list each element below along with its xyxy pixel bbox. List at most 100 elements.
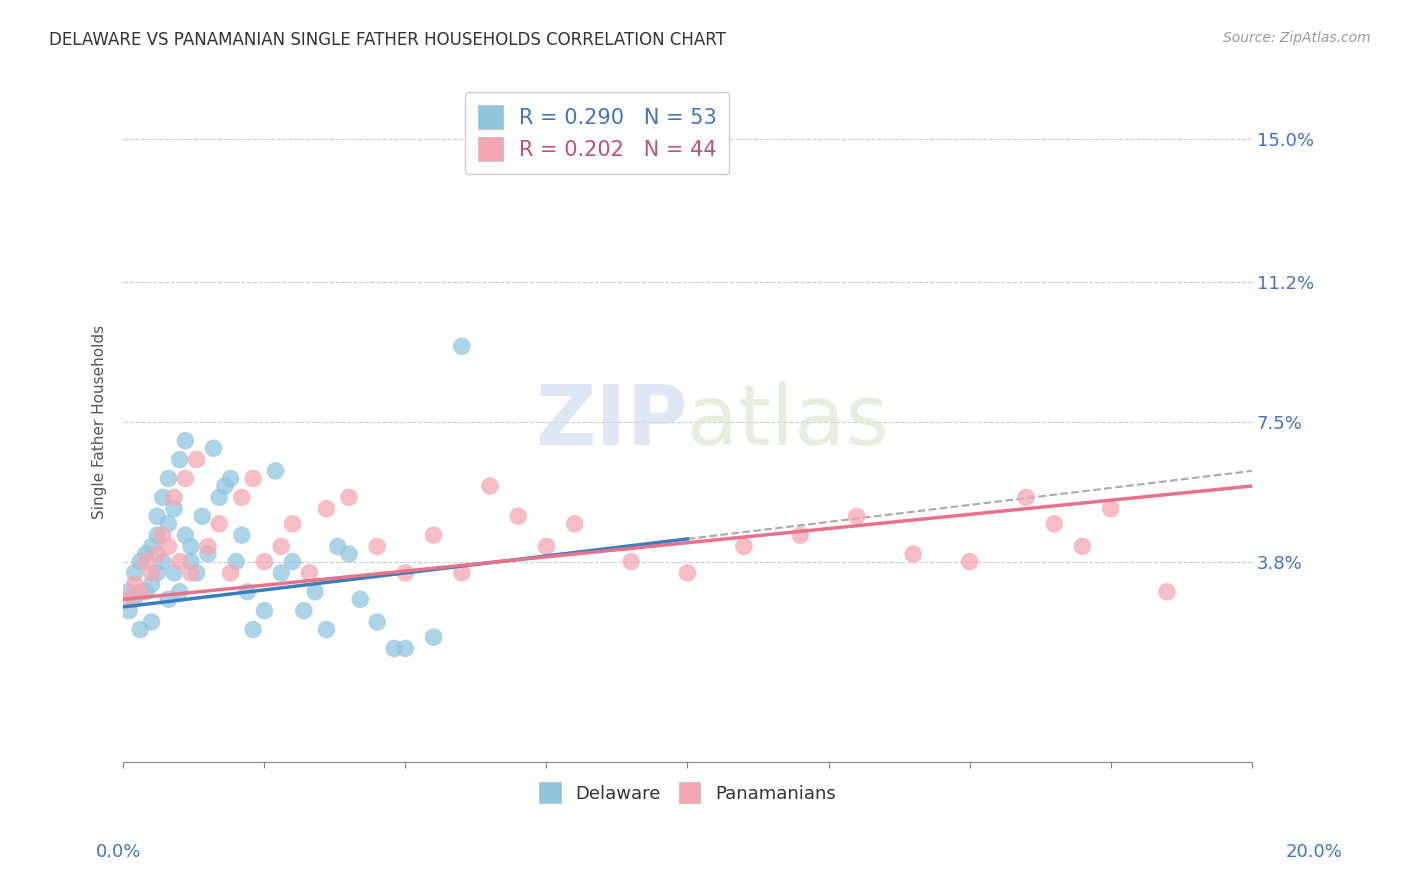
Point: [135, 555, 157, 569]
Point: [157, 592, 180, 607]
Point: [676, 566, 699, 580]
Point: [157, 516, 180, 531]
Point: [163, 491, 186, 505]
Point: [620, 555, 643, 569]
Point: [163, 501, 186, 516]
Point: [422, 630, 444, 644]
Point: [292, 604, 315, 618]
Point: [146, 566, 169, 580]
Point: [219, 566, 242, 580]
Point: [959, 555, 981, 569]
Point: [146, 528, 169, 542]
Point: [208, 516, 231, 531]
Point: [118, 592, 141, 607]
Point: [733, 540, 755, 554]
Point: [304, 584, 326, 599]
Point: [337, 547, 360, 561]
Point: [157, 540, 180, 554]
Point: [141, 577, 163, 591]
Text: 20.0%: 20.0%: [1286, 843, 1343, 861]
Point: [536, 540, 558, 554]
Point: [146, 547, 169, 561]
Point: [1099, 501, 1122, 516]
Point: [135, 584, 157, 599]
Legend: Delaware, Panamanians: Delaware, Panamanians: [529, 772, 846, 814]
Point: [382, 641, 405, 656]
Point: [174, 528, 197, 542]
Point: [208, 491, 231, 505]
Text: atlas: atlas: [688, 382, 889, 462]
Point: [845, 509, 868, 524]
Point: [219, 471, 242, 485]
Point: [180, 555, 202, 569]
Point: [197, 547, 219, 561]
Point: [169, 555, 191, 569]
Point: [152, 528, 174, 542]
Point: [169, 584, 191, 599]
Point: [564, 516, 586, 531]
Point: [1015, 491, 1038, 505]
Point: [270, 540, 292, 554]
Point: [394, 566, 416, 580]
Point: [281, 516, 304, 531]
Point: [174, 434, 197, 448]
Point: [337, 491, 360, 505]
Point: [349, 592, 371, 607]
Point: [129, 623, 152, 637]
Point: [270, 566, 292, 580]
Point: [118, 604, 141, 618]
Point: [180, 566, 202, 580]
Point: [394, 641, 416, 656]
Point: [152, 491, 174, 505]
Point: [124, 577, 146, 591]
Point: [242, 471, 264, 485]
Point: [129, 555, 152, 569]
Text: DELAWARE VS PANAMANIAN SINGLE FATHER HOUSEHOLDS CORRELATION CHART: DELAWARE VS PANAMANIAN SINGLE FATHER HOU…: [49, 31, 725, 49]
Point: [253, 555, 276, 569]
Point: [157, 471, 180, 485]
Point: [129, 584, 152, 599]
Point: [141, 615, 163, 629]
Point: [197, 540, 219, 554]
Point: [315, 501, 337, 516]
Point: [253, 604, 276, 618]
Point: [163, 566, 186, 580]
Point: [186, 566, 208, 580]
Point: [236, 584, 259, 599]
Point: [1071, 540, 1094, 554]
Point: [146, 509, 169, 524]
Point: [366, 615, 388, 629]
Point: [169, 452, 191, 467]
Point: [152, 555, 174, 569]
Point: [508, 509, 530, 524]
Point: [264, 464, 287, 478]
Point: [366, 540, 388, 554]
Point: [479, 479, 502, 493]
Point: [191, 509, 214, 524]
Point: [124, 566, 146, 580]
Point: [231, 528, 253, 542]
Point: [202, 442, 225, 456]
Text: Source: ZipAtlas.com: Source: ZipAtlas.com: [1223, 31, 1371, 45]
Point: [789, 528, 811, 542]
Y-axis label: Single Father Households: Single Father Households: [93, 325, 107, 519]
Point: [231, 491, 253, 505]
Point: [450, 566, 472, 580]
Point: [298, 566, 321, 580]
Point: [1156, 584, 1178, 599]
Point: [141, 540, 163, 554]
Point: [450, 339, 472, 353]
Point: [242, 623, 264, 637]
Point: [281, 555, 304, 569]
Point: [135, 547, 157, 561]
Point: [326, 540, 349, 554]
Point: [315, 623, 337, 637]
Point: [214, 479, 236, 493]
Point: [1043, 516, 1066, 531]
Point: [225, 555, 247, 569]
Point: [901, 547, 924, 561]
Point: [124, 592, 146, 607]
Point: [118, 584, 141, 599]
Point: [141, 566, 163, 580]
Point: [422, 528, 444, 542]
